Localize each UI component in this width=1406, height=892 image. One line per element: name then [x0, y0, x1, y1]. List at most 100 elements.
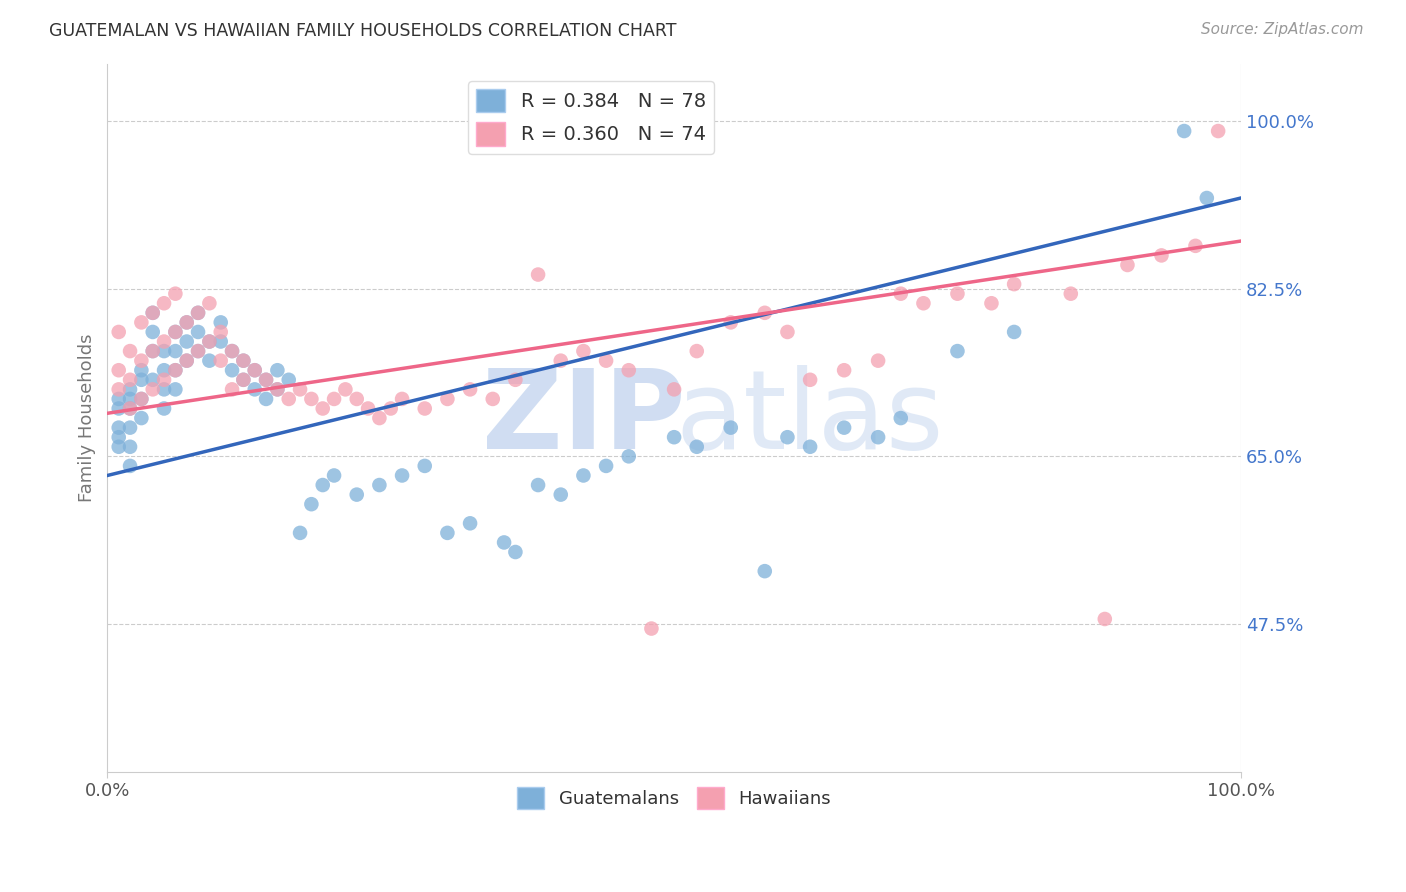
Point — [720, 315, 742, 329]
Point — [481, 392, 503, 406]
Point — [198, 296, 221, 310]
Point — [118, 392, 141, 406]
Point — [165, 344, 187, 359]
Point — [1002, 277, 1025, 292]
Point — [391, 468, 413, 483]
Point — [266, 363, 288, 377]
Point — [153, 344, 176, 359]
Point — [720, 420, 742, 434]
Text: atlas: atlas — [676, 365, 945, 472]
Point — [243, 383, 266, 397]
Point — [832, 363, 855, 377]
Point — [662, 430, 685, 444]
Point — [165, 363, 187, 377]
Point — [118, 401, 141, 416]
Point — [153, 401, 176, 416]
Point — [458, 383, 481, 397]
Point — [1206, 124, 1229, 138]
Point — [118, 458, 141, 473]
Point — [221, 383, 243, 397]
Point — [176, 353, 198, 368]
Point — [232, 373, 254, 387]
Point — [118, 440, 141, 454]
Point — [209, 315, 232, 329]
Point — [527, 478, 550, 492]
Point — [1002, 325, 1025, 339]
Point — [142, 344, 165, 359]
Point — [165, 286, 187, 301]
Point — [368, 411, 391, 425]
Point — [1150, 248, 1173, 262]
Point — [153, 373, 176, 387]
Point — [107, 420, 129, 434]
Point — [131, 363, 153, 377]
Point — [323, 392, 346, 406]
Point — [323, 468, 346, 483]
Point — [868, 430, 890, 444]
Point — [413, 401, 436, 416]
Point — [142, 373, 165, 387]
Point — [1173, 124, 1195, 138]
Point — [288, 383, 311, 397]
Point — [980, 296, 1002, 310]
Point — [776, 325, 799, 339]
Point — [118, 420, 141, 434]
Point — [912, 296, 935, 310]
Point — [187, 344, 209, 359]
Point — [754, 564, 776, 578]
Point — [131, 411, 153, 425]
Point — [436, 392, 458, 406]
Point — [243, 363, 266, 377]
Point — [505, 545, 527, 559]
Point — [799, 373, 821, 387]
Point — [232, 353, 254, 368]
Point — [527, 268, 550, 282]
Point — [832, 420, 855, 434]
Point — [107, 392, 129, 406]
Point — [357, 401, 380, 416]
Point — [799, 440, 821, 454]
Point — [686, 344, 709, 359]
Point — [1184, 239, 1206, 253]
Point — [436, 525, 458, 540]
Point — [572, 344, 595, 359]
Point — [131, 373, 153, 387]
Point — [505, 373, 527, 387]
Point — [380, 401, 402, 416]
Point — [550, 487, 572, 501]
Point — [142, 325, 165, 339]
Point — [165, 325, 187, 339]
Point — [413, 458, 436, 473]
Point — [198, 334, 221, 349]
Point — [209, 325, 232, 339]
Point — [312, 401, 335, 416]
Point — [107, 325, 129, 339]
Point — [254, 373, 277, 387]
Point — [266, 383, 288, 397]
Point — [277, 392, 299, 406]
Point — [176, 315, 198, 329]
Text: ZIP: ZIP — [482, 365, 685, 472]
Point — [946, 344, 969, 359]
Point — [299, 497, 322, 511]
Point — [391, 392, 413, 406]
Point — [118, 344, 141, 359]
Point — [890, 411, 912, 425]
Point — [640, 622, 662, 636]
Point — [165, 325, 187, 339]
Point — [494, 535, 516, 549]
Point — [131, 353, 153, 368]
Point — [187, 306, 209, 320]
Point — [198, 353, 221, 368]
Point — [335, 383, 357, 397]
Point — [198, 334, 221, 349]
Point — [187, 344, 209, 359]
Point — [458, 516, 481, 531]
Point — [572, 468, 595, 483]
Point — [107, 440, 129, 454]
Point — [1060, 286, 1083, 301]
Point — [142, 344, 165, 359]
Point — [176, 315, 198, 329]
Point — [165, 363, 187, 377]
Point — [107, 401, 129, 416]
